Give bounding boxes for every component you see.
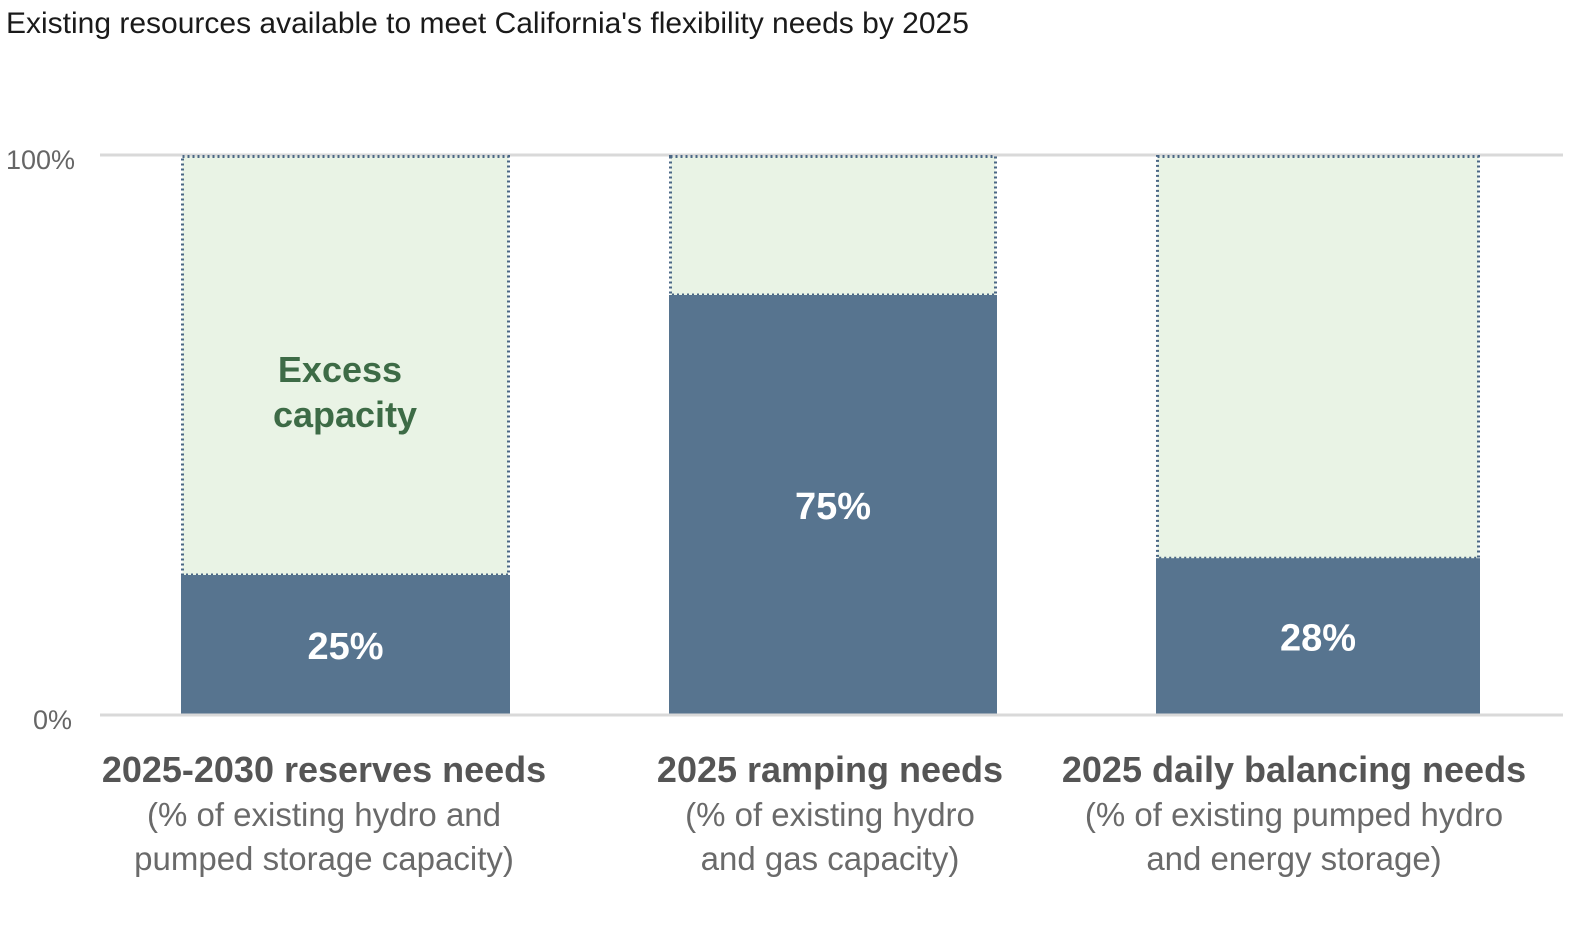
category-sublabel-1-line-1: (% of existing hydro and <box>147 796 501 833</box>
category-sublabel-3-line-2: and energy storage) <box>1146 840 1441 877</box>
category-label-1: 2025-2030 reserves needs <box>102 749 546 790</box>
y-axis-ticks: 100% 0% <box>6 145 75 735</box>
y-tick-label-100: 100% <box>6 145 75 175</box>
bar-2 <box>669 295 997 714</box>
category-sublabel-2-line-2: and gas capacity) <box>701 840 960 877</box>
excess-bar-1 <box>181 155 510 577</box>
category-sublabel-3-line-1: (% of existing pumped hydro <box>1085 796 1503 833</box>
bar-value-label-3: 28% <box>1280 618 1356 660</box>
category-sublabel-2-line-1: (% of existing hydro <box>685 796 975 833</box>
bar-value-label-2: 75% <box>795 486 871 528</box>
bar-value-labels: 25% 75% 28% <box>307 486 1356 668</box>
excess-bar-3 <box>1156 155 1480 560</box>
annotation-line-2: capacity <box>273 394 417 435</box>
bar-3 <box>1156 558 1480 714</box>
annotation-line-1: Excess <box>278 349 402 390</box>
y-tick-label-0: 0% <box>33 705 72 735</box>
category-sublabel-1-line-2: pumped storage capacity) <box>134 840 514 877</box>
bar-1 <box>181 575 510 714</box>
bars-layer <box>181 155 1480 714</box>
bar-value-label-1: 25% <box>307 626 383 668</box>
category-label-3: 2025 daily balancing needs <box>1062 749 1526 790</box>
category-label-2: 2025 ramping needs <box>657 749 1003 790</box>
chart-title: Existing resources available to meet Cal… <box>6 7 969 40</box>
annotation-excess-capacity: Excess capacity <box>273 349 417 435</box>
category-labels: 2025-2030 reserves needs (% of existing … <box>102 749 1526 877</box>
excess-bar-2 <box>669 155 997 297</box>
